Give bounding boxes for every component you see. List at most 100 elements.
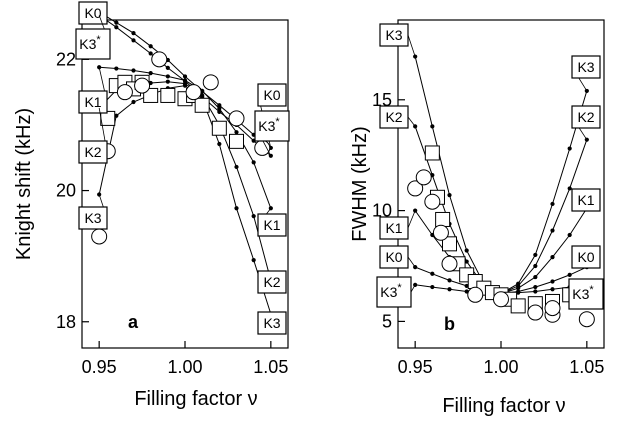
panel-b-xtick-label: 1.00 [483,357,518,377]
panel-a-series-point [217,141,222,147]
panel-a-series-point [131,99,136,105]
panel-a-series-point [217,103,222,108]
panel-b-series-point [550,287,555,292]
panel-a-label: a [128,312,139,332]
panel-b-series-label: K1 [385,220,402,236]
panel-b-series-point [464,259,469,264]
panel-b-series-label: K2 [577,109,594,125]
panel-b-series-point [550,228,555,233]
panel-b-label-box [571,188,601,212]
panel-b-series-label: K3 [577,59,594,75]
panel-a-square-marker [160,87,176,103]
panel-a-label-box [257,311,287,335]
panel-a-xtick-label: 1.00 [167,357,202,377]
panel-a-circle-marker [151,51,168,68]
panel-b-circle-marker [424,193,441,210]
panel-b-series-point [430,124,435,129]
panel-b-circle-marker [441,255,458,272]
panel-a-circle-marker [116,84,133,101]
panel-b-series-point [567,232,572,238]
panel-a-series-point [217,106,222,111]
panel-b-series-label: K0 [385,249,402,265]
panel-a-series-label: K2 [263,274,280,290]
panel-b-label-leader [407,34,416,57]
panel-b-ytick-label: 15 [372,90,392,110]
panel-a-circle-marker [134,77,151,94]
panel-a-ylabel: Knight shift (kHz) [13,108,35,260]
panel-a-series-point [114,66,119,71]
panel-a-series-point [165,79,170,84]
panel-a-label-box [75,28,111,60]
panel-b-circle-marker [407,180,424,197]
panel-b-series-point [550,255,555,260]
panel-b-series-point [567,186,572,191]
panel-a-series-point [148,51,153,56]
panel-b-series-label: K0 [577,249,594,265]
panel-a-series-label: K3* [258,116,280,134]
panel-b-circle-marker [493,291,509,308]
panel-b-circle-marker [544,300,561,317]
panel-b-circle-marker [432,224,449,241]
panel-a-square-marker [211,120,227,136]
panel-b-label-box [571,105,601,129]
panel-a-series-label: K0 [263,87,280,103]
panel-a-circle-marker [185,84,202,101]
panel-a-square-marker [143,87,159,103]
panel-b-label-leader [407,210,416,229]
panel-b-circle-marker [527,304,544,321]
panel-b-label-box [379,216,409,240]
panel-b-series-point [464,283,469,289]
panel-a-circle-marker [228,110,245,127]
panel-b-series-point [447,192,452,198]
panel-a-ytick-label: 20 [56,181,76,201]
panel-a-series-point [131,68,136,73]
panel-a-label-box [78,140,108,164]
panel-a-series-point [182,74,188,79]
panel-a-label-box [78,206,108,230]
panel-a-series-label: K2 [84,144,101,160]
panel-b-label-box [379,105,409,129]
panel-a-xlabel: Filling factor ν [134,388,257,410]
panel-a-series-point [234,206,239,211]
panel-b-series-point [567,146,572,151]
panel-b-label-box [571,55,601,79]
panel-a-circle-marker [254,139,271,156]
panel-b-label-leader [407,116,416,127]
panel-b-series-point [533,252,538,258]
panel-b-circle-marker [467,286,484,303]
panel-a-series-point [148,71,153,76]
panel-a-series-point [148,44,153,49]
panel-a-series-line [98,85,272,315]
panel-b-series-point [567,272,572,277]
panel-a-series-point [114,25,119,30]
panel-a-series-label: K0 [84,5,101,21]
panel-a-series-label: K1 [84,94,101,110]
panel-b-xlabel: Filling factor ν [442,395,565,417]
panel-a-label-box [257,83,287,107]
panel-b-series-point [447,287,452,292]
panel-a-ytick-label: 22 [56,49,76,69]
panel-b-label-box [379,245,409,269]
panel-a-ytick-label: 18 [56,312,76,332]
panel-b-label-box [568,278,604,310]
panel-a-series-point [234,130,239,135]
panel-a-series-line [98,81,272,281]
panel-a-series-point [165,65,170,70]
panel-b-label-leader [407,256,416,268]
panel-b-ytick-label: 10 [372,201,392,221]
panel-b-series-point [464,248,469,253]
panel-a-series-point [251,214,256,219]
panel-b-square-marker [435,211,451,227]
panel-a-circle-marker [91,228,108,245]
panel-a-series-label: K3 [84,210,101,226]
panel-b-square-marker [510,298,526,314]
panel-a-series-point [182,78,188,83]
panel-b-series-point [430,271,435,276]
panel-b-series-point [413,208,418,213]
panel-b-series-label: K3* [572,284,594,302]
panel-b-series-point [533,274,538,280]
panel-b-circle-marker [415,169,432,186]
panel-a: 0.95 1.00 1.05 18 20 22 K0 K0 K3* K3* K1 K1 K2 K2 K3 K… [13,1,290,410]
panel-a-label-box [257,213,287,237]
